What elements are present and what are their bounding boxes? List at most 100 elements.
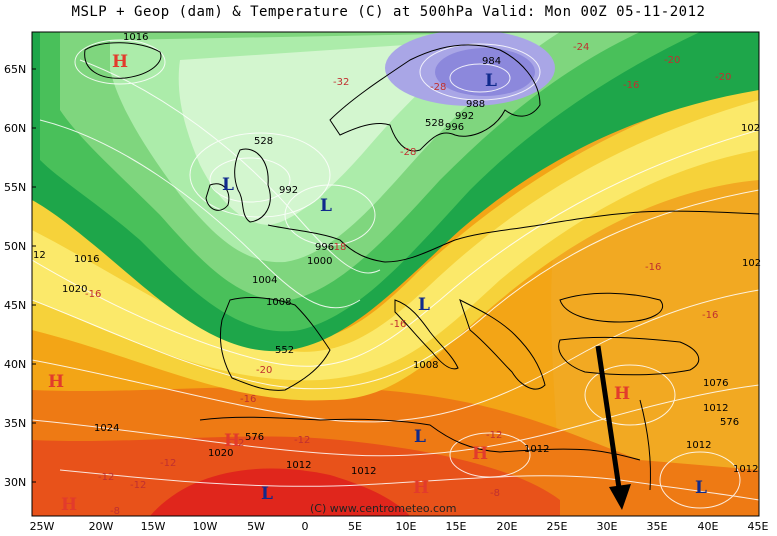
temperature-labels: -24 -20 -20 -16 -32 -28 -28 -16 -16 -18 … [85, 42, 731, 517]
temp-label: -28 [400, 147, 416, 158]
arrow-annotation [595, 345, 631, 510]
temp-label: -28 [430, 82, 446, 93]
temp-label: -18 [330, 242, 346, 253]
lon-label: 45E [748, 520, 769, 533]
isobar-label: 1020 [208, 448, 233, 459]
longitude-axis: 25W 20W 15W 10W 5W 0 5E 10E 15E 20E 25E … [30, 520, 769, 533]
isobar-labels: 1016 984 988 992 996 528 528 992 996 100… [33, 32, 761, 477]
lon-label: 10W [193, 520, 218, 533]
isobar-label: 1024 [94, 423, 119, 434]
temp-label: -12 [228, 438, 244, 449]
isobars [32, 39, 759, 509]
high-pressure-marker: H [48, 372, 64, 392]
isobar-label: 1004 [252, 275, 277, 286]
isobar-label: 1016 [74, 254, 99, 265]
low-pressure-marker: L [418, 295, 430, 315]
temp-label: -16 [645, 262, 661, 273]
high-pressure-marker: H [61, 495, 77, 515]
lon-label: 25W [30, 520, 55, 533]
lon-label: 15E [446, 520, 467, 533]
isobar-label: 996 [445, 122, 464, 133]
temp-label: -20 [256, 365, 272, 376]
isobar-label: 1008 [266, 297, 291, 308]
map-title: MSLP + Geop (dam) & Temperature (C) at 5… [71, 4, 706, 20]
lat-label: 35N [4, 417, 26, 430]
isobar-label: 528 [425, 118, 444, 129]
temp-label: -20 [715, 72, 731, 83]
high-pressure-marker: H [472, 444, 488, 464]
isobar-label: 102 [741, 123, 760, 134]
lon-label: 10E [396, 520, 417, 533]
temp-label: -8 [490, 488, 500, 499]
lon-label: 25E [547, 520, 568, 533]
isobar-label: 1012 [686, 440, 711, 451]
lon-label: 5W [247, 520, 265, 533]
temp-label: -16 [85, 289, 101, 300]
isobar-label: 1012 [703, 403, 728, 414]
isobar-label: 552 [275, 345, 294, 356]
temp-label: -12 [486, 430, 502, 441]
lon-label: 40E [698, 520, 719, 533]
lon-label: 20W [89, 520, 114, 533]
temperature-field [32, 32, 759, 516]
isobar-label: 12 [33, 250, 46, 261]
lat-label: 30N [4, 476, 26, 489]
isobar-label: 996 [315, 242, 334, 253]
isobar-label: 1012 [733, 464, 758, 475]
high-pressure-marker: H [224, 431, 240, 451]
map-frame [31, 31, 760, 517]
high-pressure-marker: H [614, 384, 630, 404]
latitude-axis: 65N 60N 55N 50N 45N 40N 35N 30N [4, 63, 36, 489]
high-pressure-marker: H [413, 478, 429, 498]
lon-label: 30E [597, 520, 618, 533]
lat-label: 65N [4, 63, 26, 76]
temp-label: -32 [333, 77, 349, 88]
isobar-label: 1000 [307, 256, 332, 267]
isobar-label: 984 [482, 56, 501, 67]
isobar-label: 1020 [62, 284, 87, 295]
isobar-label: 988 [466, 99, 485, 110]
temp-label: -16 [702, 310, 718, 321]
lon-label: 5E [348, 520, 362, 533]
isobar-label: 576 [720, 417, 739, 428]
isobar-label: 1012 [286, 460, 311, 471]
lat-label: 40N [4, 358, 26, 371]
low-pressure-marker: L [414, 427, 426, 447]
lat-label: 50N [4, 240, 26, 253]
low-pressure-marker: L [261, 484, 273, 504]
lon-label: 35E [647, 520, 668, 533]
isobar-label: 992 [279, 185, 298, 196]
low-pressure-marker: L [485, 71, 497, 91]
temp-label: -16 [623, 80, 639, 91]
lat-label: 60N [4, 122, 26, 135]
temp-label: -12 [160, 458, 176, 469]
pressure-centers: H L L L H L H L H L H H L H [48, 52, 707, 515]
coastlines [84, 42, 759, 491]
low-pressure-marker: L [320, 196, 332, 216]
isobar-label: 1012 [524, 444, 549, 455]
credit-text: (C) www.centrometeo.com [310, 502, 456, 515]
isobar-label: 102 [742, 258, 761, 269]
isobar-label: 1012 [351, 466, 376, 477]
lon-label: 20E [497, 520, 518, 533]
temp-label: -12 [294, 435, 310, 446]
temp-label: -24 [573, 42, 589, 53]
temp-label: -20 [664, 55, 680, 66]
temp-label: -12 [130, 480, 146, 491]
high-pressure-marker: H [112, 52, 128, 72]
temp-label: -8 [110, 506, 120, 517]
lon-label: 0 [302, 520, 309, 533]
isobar-label: 1076 [703, 378, 728, 389]
low-pressure-marker: L [695, 478, 707, 498]
isobar-label: 1016 [123, 32, 148, 43]
temp-label: -16 [390, 319, 406, 330]
lon-label: 15W [141, 520, 166, 533]
isobar-label: 1008 [413, 360, 438, 371]
lat-label: 55N [4, 181, 26, 194]
isobar-label: 992 [455, 111, 474, 122]
lat-label: 45N [4, 299, 26, 312]
isobar-label: 576 [245, 432, 264, 443]
isobar-label: 528 [254, 136, 273, 147]
low-pressure-marker: L [222, 175, 234, 195]
